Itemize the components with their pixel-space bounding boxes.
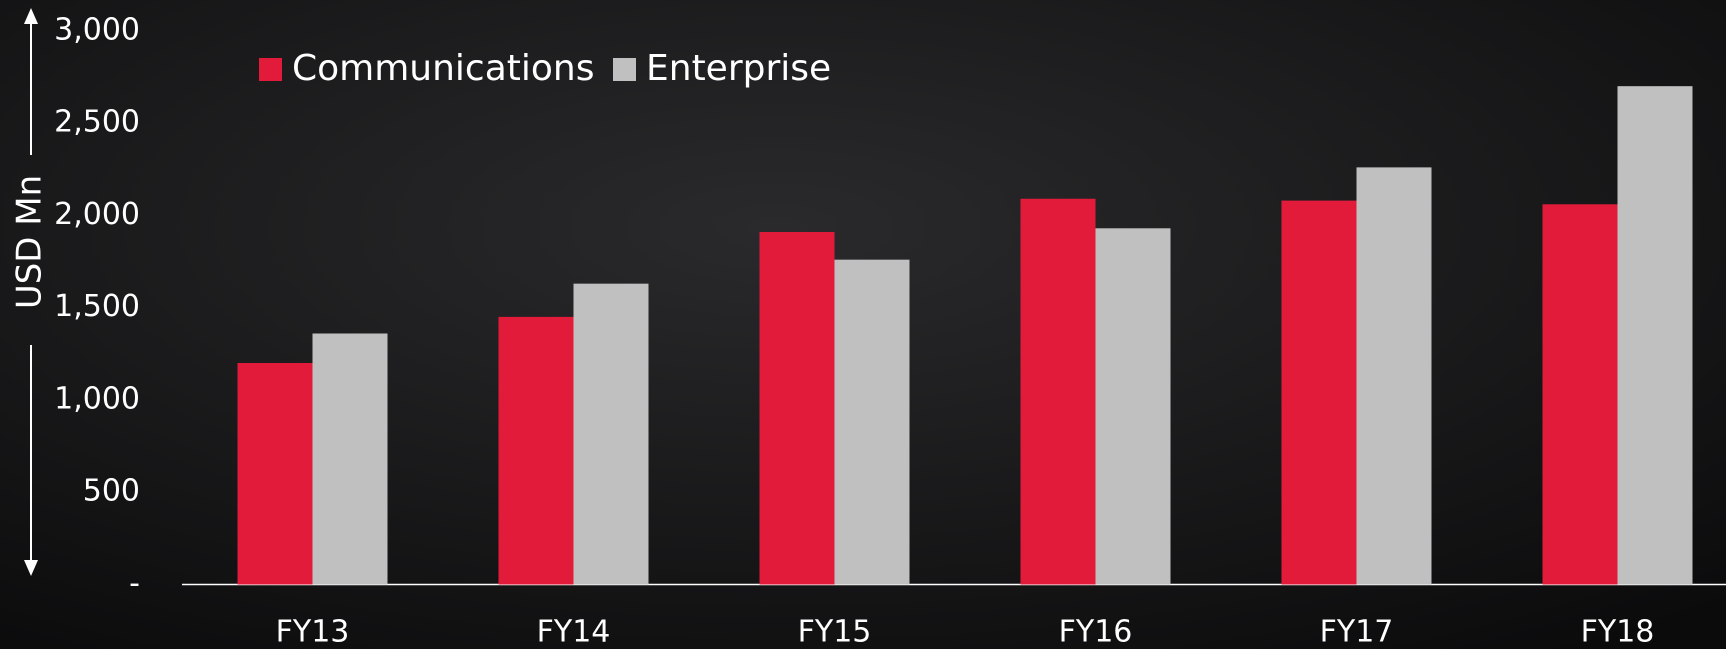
- x-tick-label: FY15: [798, 615, 872, 649]
- bar: [312, 333, 388, 585]
- bar: [1356, 167, 1432, 585]
- y-tick-label: 2,000: [54, 197, 140, 232]
- bar: [1281, 200, 1357, 585]
- legend-label: Enterprise: [646, 48, 831, 89]
- bar: [834, 259, 910, 585]
- bar: [573, 283, 649, 585]
- bar: [237, 363, 313, 585]
- x-tick-label: FY13: [276, 615, 350, 649]
- bar: [1095, 228, 1171, 585]
- y-axis-title: USD Mn: [10, 175, 50, 309]
- bar: [1617, 86, 1693, 585]
- x-tick-label: FY18: [1581, 615, 1655, 649]
- y-tick-label: 1,000: [54, 381, 140, 416]
- y-tick-label: 500: [83, 474, 140, 509]
- legend-swatch: [259, 58, 282, 81]
- bar: [498, 316, 574, 585]
- x-tick-label: FY17: [1320, 615, 1394, 649]
- y-tick-label: 2,500: [54, 105, 140, 140]
- x-tick-label: FY16: [1059, 615, 1133, 649]
- bar: [1542, 204, 1618, 585]
- axis-arrows: [24, 8, 38, 576]
- y-tick-label: 1,500: [54, 289, 140, 324]
- legend-label: Communications: [292, 48, 595, 89]
- bar: [1020, 198, 1096, 585]
- legend-swatch: [613, 58, 636, 81]
- x-tick-label: FY14: [537, 615, 611, 649]
- y-tick-label: -: [129, 566, 140, 601]
- bar: [759, 231, 835, 585]
- y-tick-label: 3,000: [54, 12, 140, 47]
